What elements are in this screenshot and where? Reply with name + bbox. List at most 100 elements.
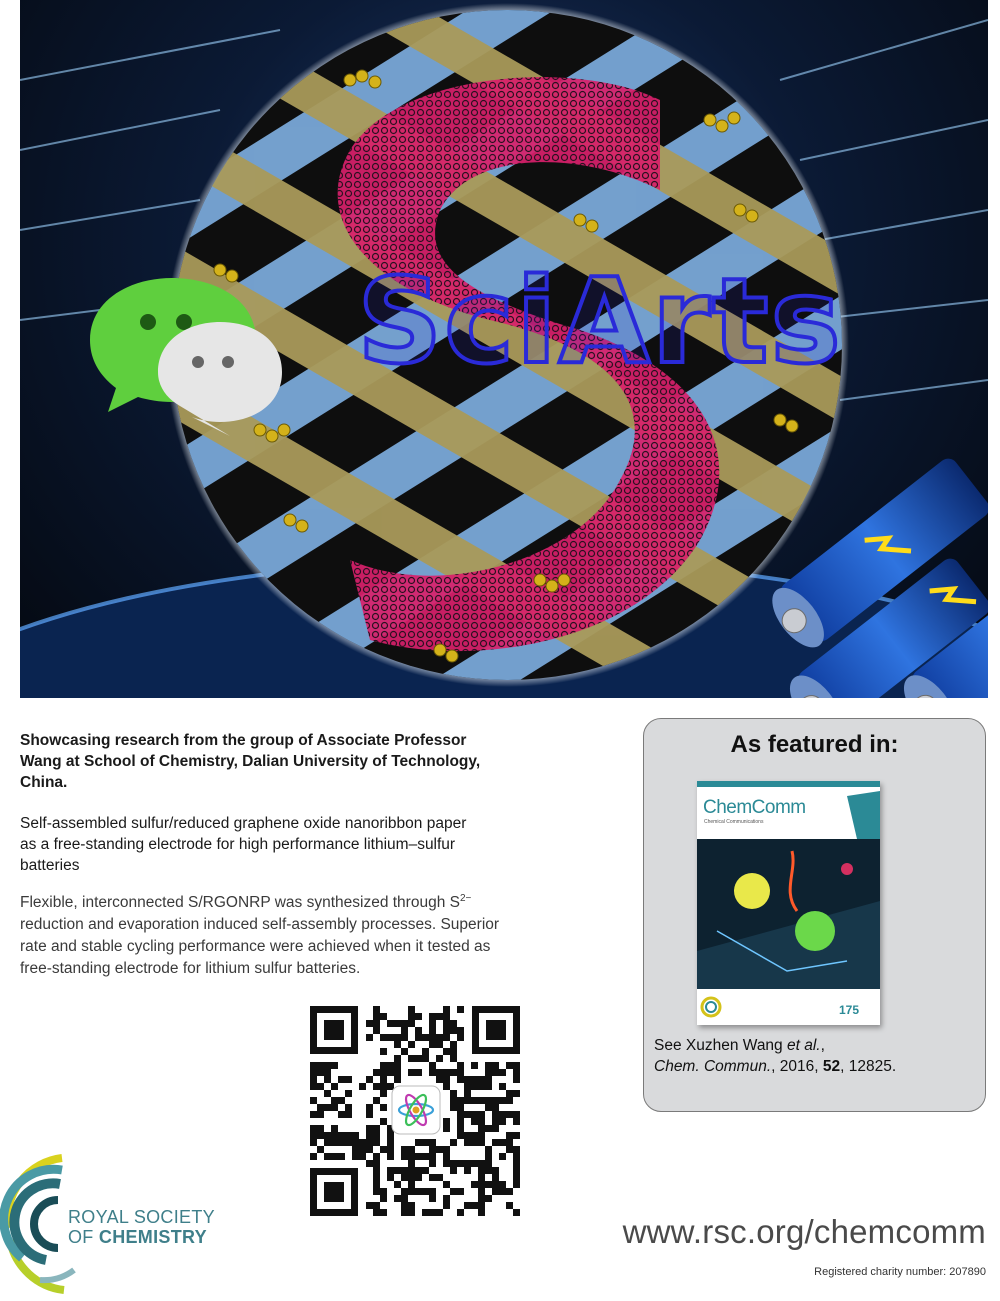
qr-module [457,1111,464,1118]
qr-module [373,1181,380,1188]
qr-module [338,1111,345,1118]
qr-module [324,1076,331,1083]
qr-module [429,1195,436,1202]
qr-module [499,1188,506,1195]
qr-module [513,1167,520,1174]
qr-module [492,1062,499,1069]
qr-module [436,1209,443,1216]
qr-module [415,1188,422,1195]
rsc-line-2-chemistry: CHEMISTRY [98,1227,207,1247]
qr-module [331,1132,338,1139]
qr-module [429,1034,436,1041]
qr-module [310,1062,317,1069]
qr-module [471,1160,478,1167]
qr-module [401,1027,408,1034]
qr-module [331,1153,338,1160]
qr-module [310,1111,317,1118]
qr-module [408,1181,415,1188]
qr-module [380,1209,387,1216]
qr-module [324,1132,331,1139]
website-link[interactable]: www.rsc.org/chemcomm [622,1213,986,1250]
qr-module [415,1139,422,1146]
qr-module [317,1146,324,1153]
qr-module [499,1153,506,1160]
qr-module [373,1202,380,1209]
qr-module [436,1174,443,1181]
qr-module [387,1125,394,1132]
qr-module [436,1055,443,1062]
qr-module [429,1020,436,1027]
qr-module [443,1027,450,1034]
qr-module [415,1167,422,1174]
journal-cover-art [697,781,880,1025]
qr-module [478,1188,485,1195]
qr-module [408,1146,415,1153]
qr-module [443,1202,450,1209]
qr-module [429,1188,436,1195]
citation-journal: Chem. Commun. [654,1058,772,1075]
qr-module [506,1139,513,1146]
qr-module [310,1083,317,1090]
qr-module [380,1146,387,1153]
qr-module [373,1132,380,1139]
qr-module [485,1076,492,1083]
qr-module [492,1125,499,1132]
qr-module [450,1160,457,1167]
qr-module [429,1027,436,1034]
qr-module [387,1069,394,1076]
qr-module [415,1069,422,1076]
qr-module [450,1027,457,1034]
journal-cover-title: ChemComm [703,797,806,818]
qr-module [464,1111,471,1118]
qr-module [345,1104,352,1111]
qr-module [415,1027,422,1034]
qr-module [485,1181,492,1188]
qr-module [366,1104,373,1111]
qr-module [464,1167,471,1174]
qr-module [485,1146,492,1153]
qr-module [422,1188,429,1195]
qr-module [373,1188,380,1195]
qr-module [331,1104,338,1111]
qr-module [331,1062,338,1069]
qr-module [492,1174,499,1181]
qr-module [471,1181,478,1188]
qr-module [492,1118,499,1125]
citation-comma: , [820,1037,825,1054]
qr-module [443,1013,450,1020]
qr-module [380,1083,387,1090]
qr-module [499,1118,506,1125]
qr-module [380,1048,387,1055]
qr-module [450,1097,457,1104]
qr-module [373,1027,380,1034]
qr-module [401,1188,408,1195]
qr-module [450,1188,457,1195]
qr-module [366,1020,373,1027]
qr-module [394,1020,401,1027]
qr-module [352,1132,359,1139]
showcase-text: Showcasing research from the group of As… [20,732,481,791]
qr-module [499,1069,506,1076]
qr-module [513,1111,520,1118]
qr-module [408,1013,415,1020]
qr-module [429,1160,436,1167]
qr-module [478,1160,485,1167]
qr-module [366,1160,373,1167]
qr-module [443,1160,450,1167]
qr-module [443,1034,450,1041]
cover-artwork: SciArts [20,0,988,698]
qr-module [450,1104,457,1111]
qr-module [408,1020,415,1027]
qr-module [352,1146,359,1153]
qr-module [450,1139,457,1146]
qr-module [471,1139,478,1146]
qr-module [478,1209,485,1216]
qr-module [422,1034,429,1041]
qr-module [366,1111,373,1118]
qr-module [506,1132,513,1139]
qr-module [394,1055,401,1062]
qr-module [401,1034,408,1041]
qr-code[interactable] [304,1000,526,1222]
qr-module [387,1153,394,1160]
qr-module [506,1062,513,1069]
